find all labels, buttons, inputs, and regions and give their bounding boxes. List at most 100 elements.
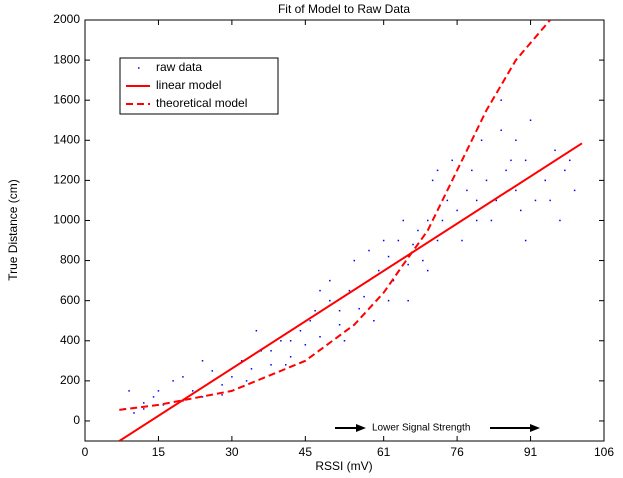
data-point <box>534 199 537 202</box>
data-point <box>221 394 223 396</box>
y-tick-label: 2000 <box>53 12 80 26</box>
y-tick-label: 1600 <box>53 92 80 106</box>
data-point <box>289 340 292 342</box>
data-point <box>495 199 498 202</box>
arrow-head <box>530 424 540 432</box>
model-line <box>118 142 583 441</box>
data-point <box>172 380 174 382</box>
data-point <box>431 179 434 182</box>
data-point <box>397 239 400 242</box>
data-point <box>387 299 390 302</box>
y-tick-label: 400 <box>60 333 80 347</box>
data-point <box>329 299 331 302</box>
x-tick-label: 15 <box>152 445 166 459</box>
data-point <box>480 139 483 142</box>
data-point <box>436 169 439 172</box>
data-point <box>402 219 405 222</box>
data-point <box>289 356 292 358</box>
data-point <box>559 219 561 222</box>
data-point <box>201 396 204 398</box>
data-point <box>211 370 214 372</box>
annotation: Lower Signal Strength <box>372 423 470 434</box>
data-point <box>515 139 517 142</box>
data-point <box>368 249 370 252</box>
data-point <box>128 390 130 392</box>
data-point <box>280 340 282 342</box>
data-point <box>529 119 532 121</box>
data-point <box>500 129 502 132</box>
data-point <box>451 159 453 162</box>
y-tick-label: 200 <box>60 373 80 387</box>
data-point <box>544 179 546 182</box>
data-point <box>270 364 272 366</box>
data-point <box>515 189 517 192</box>
data-point <box>338 323 341 326</box>
x-tick-label: 61 <box>377 445 391 459</box>
model-line <box>119 20 551 411</box>
data-point <box>564 169 566 172</box>
data-point <box>466 189 468 192</box>
data-point <box>382 239 385 242</box>
data-point <box>456 209 458 212</box>
data-point <box>422 259 424 262</box>
data-point <box>338 309 341 312</box>
data-point <box>250 368 253 370</box>
data-point <box>524 239 527 242</box>
plot-frame <box>84 19 605 442</box>
data-point <box>143 408 145 410</box>
data-point <box>510 159 512 162</box>
x-tick-label: 76 <box>450 445 464 459</box>
legend-swatch <box>138 67 140 69</box>
data-point <box>314 309 316 312</box>
x-tick-label: 106 <box>594 445 614 459</box>
data-point <box>426 219 429 222</box>
data-point <box>299 329 302 332</box>
data-point <box>392 279 395 282</box>
data-point <box>284 364 287 366</box>
data-point <box>319 336 321 338</box>
x-axis-label: RSSI (mV) <box>315 459 372 473</box>
data-point <box>143 402 145 404</box>
y-tick-label: 600 <box>60 293 80 307</box>
data-point <box>485 179 488 182</box>
legend-label: theoretical model <box>156 96 247 110</box>
data-point <box>157 390 160 392</box>
data-point <box>490 219 493 222</box>
arrow-head <box>356 424 366 432</box>
legend-label: raw data <box>156 60 202 74</box>
data-point <box>520 209 522 212</box>
data-point <box>524 159 527 162</box>
data-point <box>152 396 155 398</box>
data-point <box>231 376 233 378</box>
data-point <box>426 269 429 272</box>
x-tick-label: 45 <box>299 445 313 459</box>
x-tick-label: 0 <box>82 445 89 459</box>
data-point <box>319 289 321 292</box>
data-point <box>304 344 307 346</box>
x-tick-label: 91 <box>524 445 538 459</box>
data-point <box>255 329 258 332</box>
data-point <box>378 269 380 272</box>
data-point <box>500 99 502 101</box>
y-tick-label: 0 <box>73 413 80 427</box>
data-point <box>191 390 194 392</box>
y-axis-label: True Distance (cm) <box>6 179 20 281</box>
data-point <box>240 360 243 362</box>
data-point <box>471 169 473 172</box>
data-point <box>353 259 356 262</box>
data-point <box>568 159 571 162</box>
y-tick-label: 1200 <box>53 173 80 187</box>
data-point <box>329 279 331 282</box>
data-point <box>412 243 414 246</box>
data-point <box>363 295 365 298</box>
data-point <box>475 219 478 222</box>
y-tick-label: 1400 <box>53 132 80 146</box>
data-point <box>441 219 444 222</box>
data-point <box>343 340 346 342</box>
data-point <box>387 255 390 258</box>
data-point <box>417 229 419 232</box>
chart-title: Fit of Model to Raw Data <box>278 2 410 16</box>
data-point <box>436 239 439 242</box>
